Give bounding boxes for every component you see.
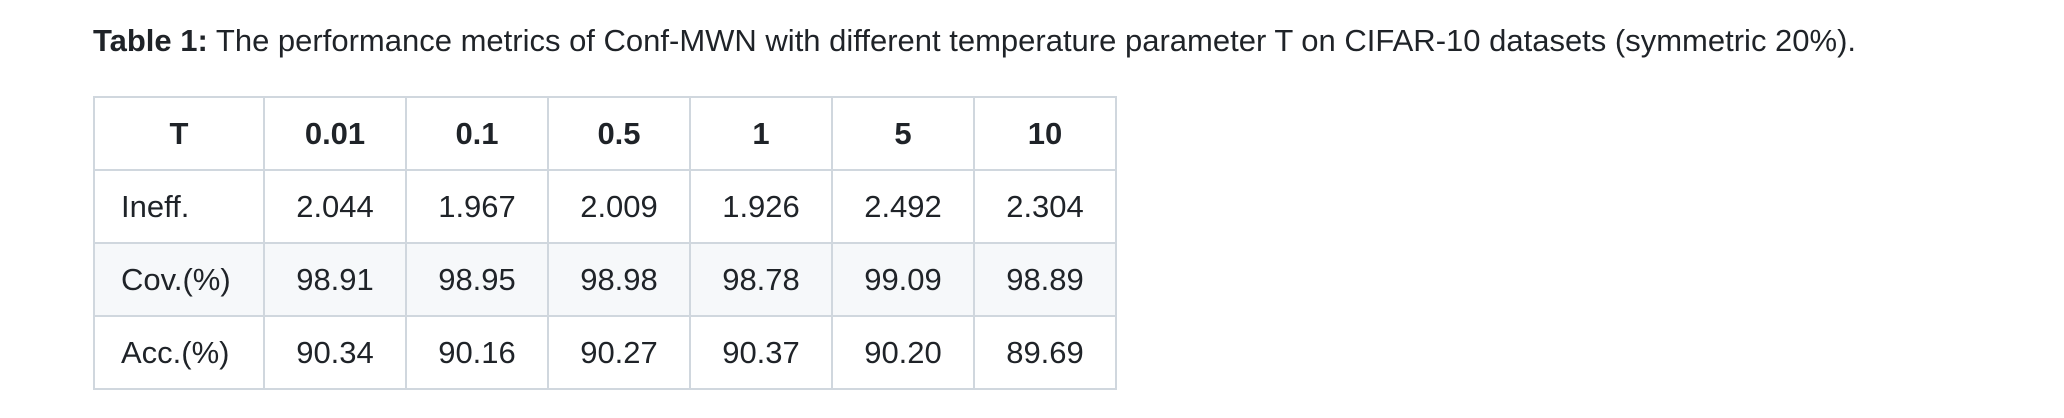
header-cell-10: 10 [973,96,1117,171]
table-cell: 98.91 [263,242,407,317]
table-cell: 98.98 [547,242,691,317]
header-cell-0-1: 0.1 [405,96,549,171]
table-cell: 90.34 [263,315,407,390]
row-label: Ineff. [93,169,265,244]
table-cell: 1.926 [689,169,833,244]
header-cell-5: 5 [831,96,975,171]
table-cell: 2.492 [831,169,975,244]
header-cell-0-01: 0.01 [263,96,407,171]
table-cell: 90.20 [831,315,975,390]
header-cell-1: 1 [689,96,833,171]
table-cell: 90.37 [689,315,833,390]
table-cell: 2.009 [547,169,691,244]
table-cell: 1.967 [405,169,549,244]
table-cell: 2.044 [263,169,407,244]
table-caption-text: The performance metrics of Conf-MWN with… [207,23,1857,58]
header-cell-t: T [93,96,265,171]
table-cell: 90.16 [405,315,549,390]
table-caption-lead: Table 1: [93,23,208,58]
metrics-table: T 0.01 0.1 0.5 1 5 10 Ineff. 2.044 1.967… [93,96,1117,390]
table-cell: 2.304 [973,169,1117,244]
table-header-row: T 0.01 0.1 0.5 1 5 10 [93,96,1117,171]
table-cell: 98.89 [973,242,1117,317]
table-row-coverage: Cov.(%) 98.91 98.95 98.98 98.78 99.09 98… [93,242,1117,317]
table-cell: 98.78 [689,242,833,317]
table-cell: 90.27 [547,315,691,390]
row-label: Cov.(%) [93,242,265,317]
table-cell: 98.95 [405,242,549,317]
table-cell: 99.09 [831,242,975,317]
table-row-ineff: Ineff. 2.044 1.967 2.009 1.926 2.492 2.3… [93,169,1117,244]
header-cell-0-5: 0.5 [547,96,691,171]
table-cell: 89.69 [973,315,1117,390]
row-label: Acc.(%) [93,315,265,390]
table-caption: Table 1: The performance metrics of Conf… [93,18,1856,64]
table-row-accuracy: Acc.(%) 90.34 90.16 90.27 90.37 90.20 89… [93,315,1117,390]
